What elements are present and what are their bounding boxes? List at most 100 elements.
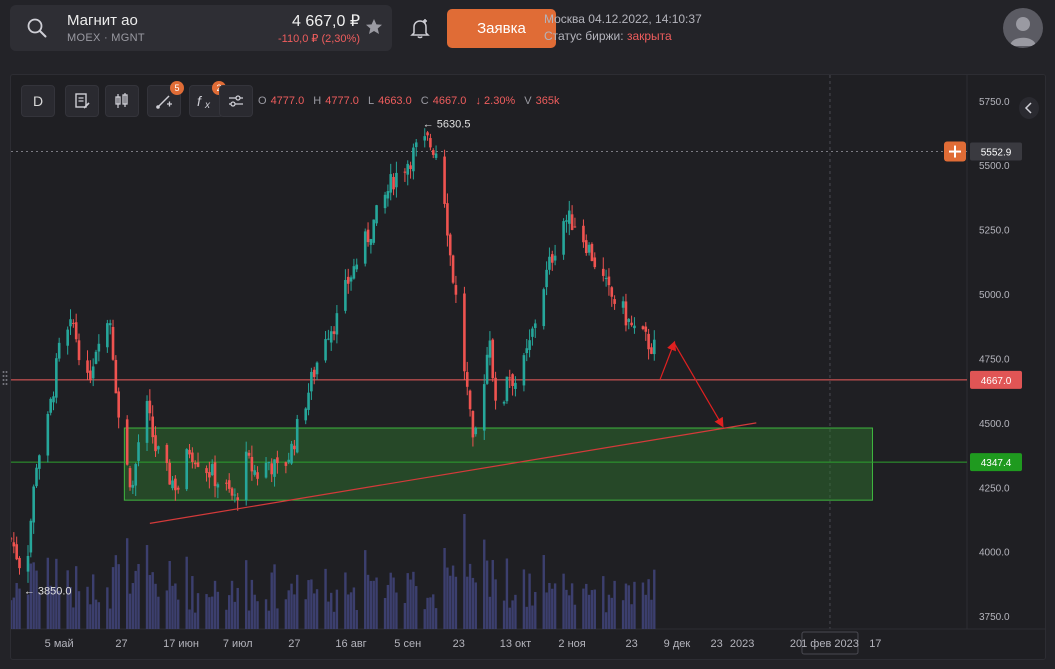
price-line-label: 5552.9: [981, 148, 1012, 159]
ticker-card[interactable]: Магнит ао MOEX · MGNT 4 667,0 ₽ -110,0 ₽…: [10, 5, 392, 51]
candle-body: [601, 268, 605, 276]
candle-body: [434, 153, 438, 158]
price-axis: [967, 75, 1045, 659]
volume-bar: [245, 560, 248, 629]
candle-body: [366, 229, 370, 243]
volume-bar: [185, 556, 188, 629]
candle-body: [233, 494, 237, 496]
candle-body: [395, 172, 398, 188]
candle-body: [352, 266, 356, 279]
ticker-code: MOEX · MGNT: [67, 32, 145, 44]
volume-bar: [502, 600, 506, 629]
candle-body: [176, 487, 180, 490]
volume-bar: [77, 591, 81, 629]
candle-body: [508, 377, 512, 379]
volume-bar: [551, 588, 554, 629]
candle-body: [52, 396, 55, 403]
collapse-panel-button[interactable]: [1019, 97, 1039, 119]
volume-bar: [446, 567, 449, 629]
candle-body: [108, 323, 112, 326]
volume-bar: [525, 606, 528, 629]
candle-body: [125, 419, 129, 465]
volume-bar: [91, 574, 95, 629]
volume-bar: [602, 576, 605, 629]
chart-type-button[interactable]: [105, 85, 139, 117]
candle-body: [114, 359, 118, 394]
avatar[interactable]: [1003, 8, 1043, 48]
candle-body: [584, 240, 588, 254]
x-tick-label: 17 июн: [163, 638, 199, 650]
volume-bar: [650, 599, 653, 629]
volume-bar: [287, 590, 290, 629]
volume-bar: [627, 585, 630, 629]
volume-bar: [522, 569, 526, 629]
candle-body: [426, 132, 429, 136]
ticker-price: 4 667,0 ₽: [291, 13, 360, 30]
candle-body: [525, 348, 529, 354]
notes-button[interactable]: [65, 85, 99, 117]
exchange-time: Москва 04.12.2022, 14:10:37: [544, 12, 702, 26]
candle-body: [11, 538, 13, 540]
x-tick-label: 23: [710, 638, 722, 650]
exchange-status-label: Статус биржи:: [544, 29, 624, 43]
candle-body: [134, 464, 137, 486]
candle-body: [117, 391, 120, 418]
volume-bar: [386, 584, 390, 629]
favorite-star-icon[interactable]: [364, 17, 384, 37]
search-icon[interactable]: [26, 17, 48, 39]
x-tick-label: 1 фев 2023: [801, 638, 859, 650]
price-chart[interactable]: 3750.0 4000.0 4250.0 4500.0 4750.0 5000.0 5250…: [11, 75, 1045, 659]
candle-body: [446, 203, 449, 236]
volume-bar: [372, 580, 375, 629]
volume-bar: [488, 596, 492, 629]
interval-button[interactable]: D: [21, 85, 55, 117]
candle-body: [46, 413, 50, 456]
volume-bar: [148, 575, 152, 629]
x-tick-label: 2 ноя: [558, 638, 585, 650]
volume-bar: [528, 573, 531, 629]
volume-bar: [106, 587, 109, 629]
candle-body: [26, 555, 30, 572]
volume-bar: [230, 580, 234, 629]
drag-handle-icon[interactable]: [2, 370, 8, 388]
volume-bar: [511, 600, 514, 629]
candle-body: [392, 176, 395, 190]
drawings-button[interactable]: 5: [147, 81, 184, 117]
candle-body: [151, 416, 154, 438]
exchange-status-value: закрыта: [626, 29, 672, 43]
candle-body: [55, 358, 58, 398]
volume-bar: [352, 587, 356, 629]
candle-body: [372, 219, 376, 243]
settings-button[interactable]: [219, 85, 253, 117]
candle-body: [213, 462, 217, 487]
candle-body: [193, 462, 197, 465]
exchange-status: Статус биржи: закрыта: [544, 29, 672, 43]
volume-bar: [151, 572, 154, 629]
candle-body: [35, 467, 38, 487]
order-button[interactable]: Заявка: [447, 9, 556, 48]
candle-body: [293, 445, 296, 450]
volume-bar: [409, 579, 412, 629]
x-tick-label: 5 сен: [394, 638, 421, 650]
candle-body: [250, 456, 254, 472]
volume-bar: [72, 607, 75, 629]
volume-bar: [154, 583, 157, 629]
alert-bell-icon[interactable]: [408, 16, 432, 40]
volume-bar: [315, 589, 319, 629]
volume-bar: [49, 585, 52, 629]
candle-body: [86, 360, 89, 373]
candle-body: [287, 459, 291, 463]
candle-body: [38, 455, 41, 469]
volume-bar: [236, 587, 239, 629]
volume-bar: [573, 604, 577, 629]
volume-bar: [621, 600, 625, 629]
volume-bar: [228, 595, 231, 629]
candle-body: [111, 326, 115, 360]
candle-body: [443, 156, 446, 204]
volume-bar: [196, 593, 200, 629]
indicators-button[interactable]: f x 2: [189, 81, 226, 117]
volume-bar: [168, 560, 171, 629]
x-tick-label: 5 май: [45, 638, 74, 650]
header-bar: Магнит ао MOEX · MGNT 4 667,0 ₽ -110,0 ₽…: [0, 0, 1055, 60]
candle-body: [548, 256, 551, 270]
